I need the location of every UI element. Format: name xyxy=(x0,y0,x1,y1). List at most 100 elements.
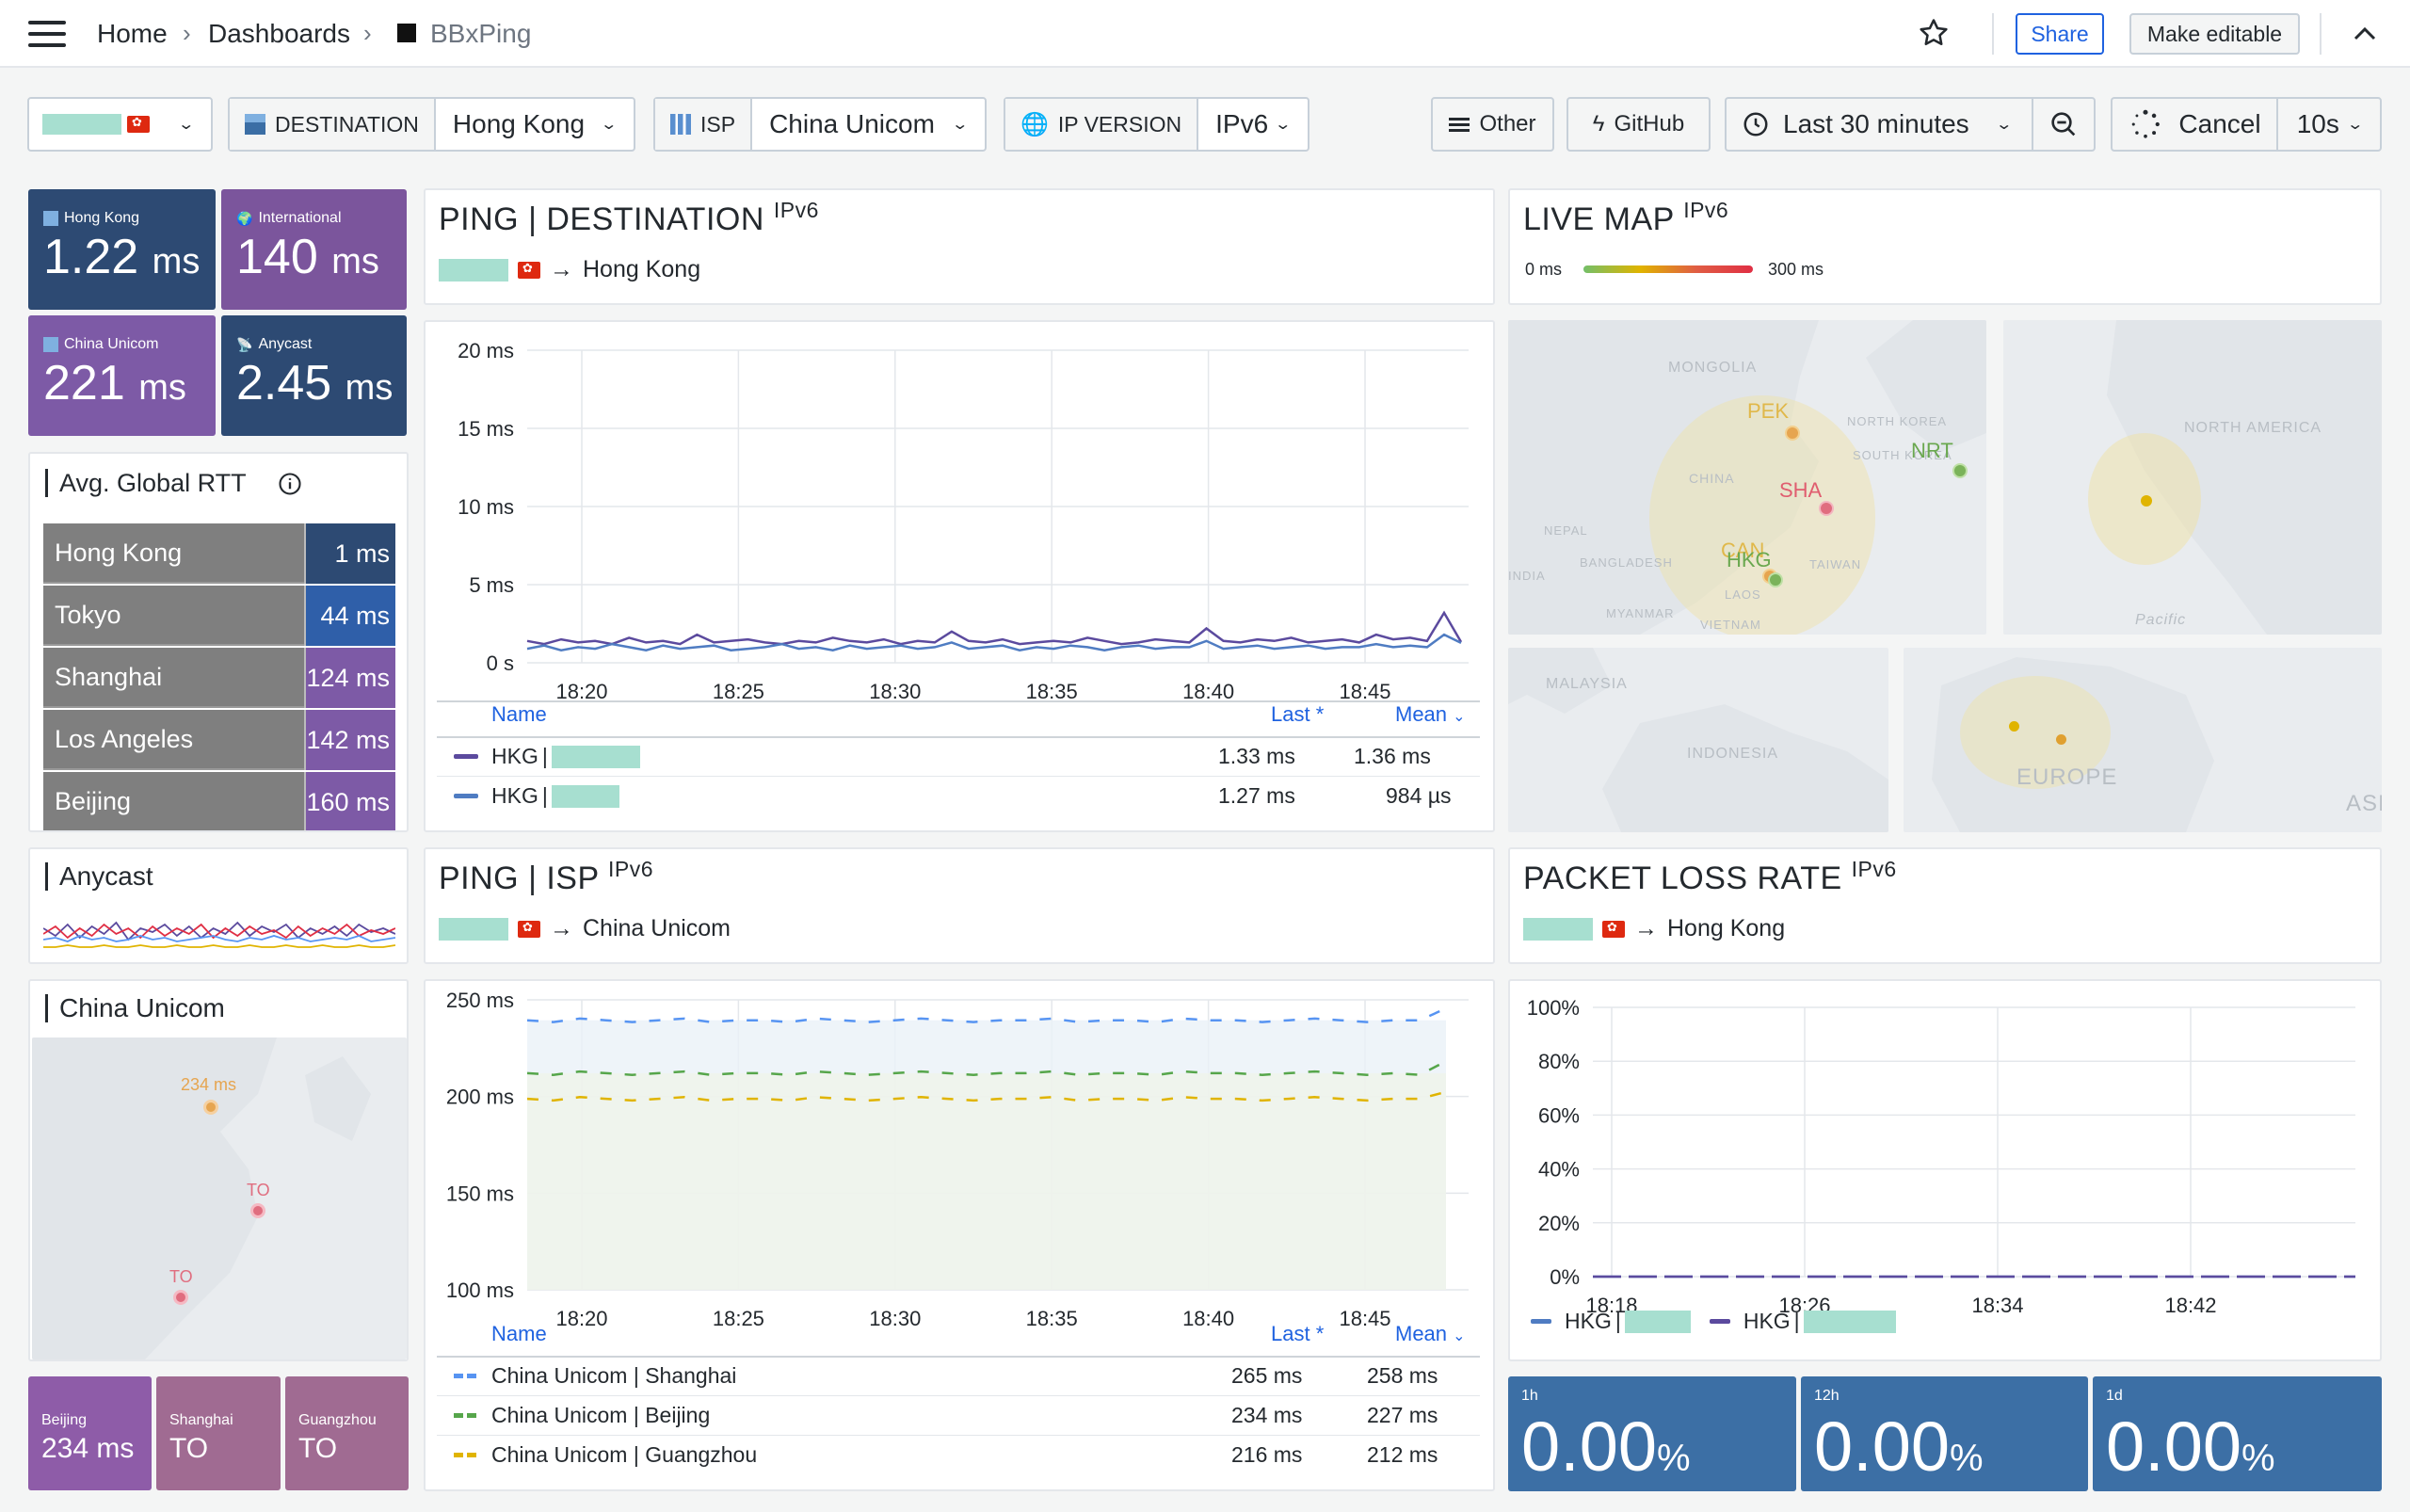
legend-row[interactable]: China Unicom | Beijing 234 ms 227 ms xyxy=(454,1403,1480,1428)
map-label: NEPAL xyxy=(1544,523,1588,538)
list-icon xyxy=(1449,115,1470,135)
stat-value: 140 xyxy=(236,230,318,284)
legend-name-header[interactable]: Name xyxy=(491,702,547,726)
map-east-asia[interactable]: MONGOLIA NORTH KOREA SOUTH KOREA CHINA N… xyxy=(1508,320,1986,635)
legend-row[interactable]: China Unicom | Guangzhou 216 ms 212 ms xyxy=(454,1442,1480,1468)
map-terrain xyxy=(1508,320,1986,635)
marker-pek[interactable] xyxy=(1785,426,1800,441)
map-label: Pacific xyxy=(2135,612,2187,628)
legend-last-header[interactable]: Last * xyxy=(1271,1322,1325,1345)
panel-title: China Unicom xyxy=(45,994,225,1022)
marker-europe-1[interactable] xyxy=(2009,721,2019,732)
hk-flag-icon xyxy=(518,261,540,279)
map-north-america[interactable]: NORTH AMERICA Pacific xyxy=(2003,320,2382,635)
stat-international[interactable]: 🌍 International 140 ms xyxy=(221,189,407,310)
series-line xyxy=(526,633,1462,651)
x-tick-label: 18:20 xyxy=(555,1307,607,1330)
refresh-interval-picker[interactable]: 10s ⌄ xyxy=(2276,97,2382,152)
divider xyxy=(437,1435,1480,1436)
packet-loss-chart[interactable]: 0%20%40%60%80%100%18:18 18:26 18:34 18:42 xyxy=(1510,981,2380,1359)
chevron-up-icon[interactable] xyxy=(2352,23,2378,45)
packet-loss-tile-1h[interactable]: 1h 0.00% xyxy=(1508,1376,1796,1491)
stat-anycast[interactable]: 📡 Anycast 2.45 ms xyxy=(221,315,407,436)
ping-destination-chart[interactable]: 0 s 5 ms 10 ms 15 ms 20 ms 18:20 18:25 18:30 18:… xyxy=(426,322,1493,830)
x-tick-label: 18:45 xyxy=(1339,680,1390,703)
redacted-block xyxy=(439,917,508,941)
make-editable-button[interactable]: Make editable xyxy=(2129,13,2300,55)
marker-hkg[interactable] xyxy=(1768,572,1783,587)
shanghai-marker[interactable] xyxy=(250,1203,265,1218)
arrow-right-icon: → xyxy=(1634,915,1658,941)
breadcrumb-dashboards[interactable]: Dashboards xyxy=(208,19,350,48)
map-label: SOUTH KOREA xyxy=(1853,448,1952,462)
map-label: INDIA xyxy=(1508,569,1546,583)
panel-title: PING | ISP IPv6 xyxy=(439,857,654,896)
map-terrain xyxy=(1508,648,1888,832)
isp-variable[interactable]: ISP China Unicom ⌄ xyxy=(653,97,987,152)
destination-variable[interactable]: DESTINATION Hong Kong ⌄ xyxy=(228,97,635,152)
star-icon[interactable] xyxy=(1918,17,1950,49)
y-tick-label: 20% xyxy=(1538,1212,1580,1235)
cancel-refresh-button[interactable]: Cancel xyxy=(2111,97,2278,152)
share-button[interactable]: Share xyxy=(2016,13,2104,55)
marker-los-angeles[interactable] xyxy=(2141,495,2152,507)
stat-value: 1.22 xyxy=(43,230,139,284)
packet-loss-tile-12h[interactable]: 12h 0.00% xyxy=(1801,1376,2088,1491)
ip-version-variable[interactable]: 🌐 IP VERSION IPv6 ⌄ xyxy=(1004,97,1309,152)
x-tick-label: 18:30 xyxy=(869,680,921,703)
ping-isp-chart[interactable]: 100 ms 150 ms 200 ms 250 ms 18:20 18:25 18:30 1… xyxy=(426,981,1493,1489)
ping-destination-chart-panel: 0 s 5 ms 10 ms 15 ms 20 ms 18:20 18:25 18:30 18:… xyxy=(424,320,1495,832)
x-tick-label: 18:45 xyxy=(1339,1307,1390,1330)
y-tick-label: 10 ms xyxy=(458,495,514,519)
x-tick-label: 18:42 xyxy=(2164,1294,2216,1317)
legend-row[interactable]: China Unicom | Shanghai 265 ms 258 ms xyxy=(454,1363,1480,1389)
legend-mean-header[interactable]: Mean ⌄ xyxy=(1395,702,1466,726)
beijing-marker[interactable] xyxy=(203,1100,218,1115)
unicom-tile-shanghai[interactable]: Shanghai TO xyxy=(156,1376,281,1490)
guangzhou-marker[interactable] xyxy=(173,1290,188,1305)
map-label: CHINA xyxy=(1689,471,1735,486)
isp-label: ISP xyxy=(655,99,753,150)
map-label: NORTH KOREA xyxy=(1847,414,1948,428)
city-icon xyxy=(245,114,265,135)
map-label-guangzhou: TO xyxy=(169,1267,193,1286)
ping-isp-chart-panel: 100 ms 150 ms 200 ms 250 ms 18:20 18:25 18:30 1… xyxy=(424,979,1495,1491)
city-label-hkg: HKG xyxy=(1727,548,1772,571)
china-map[interactable]: 234 ms TO TO xyxy=(32,1037,407,1359)
marker-europe-2[interactable] xyxy=(2056,734,2066,745)
marker-nrt[interactable] xyxy=(1952,463,1968,478)
legend-row[interactable]: HKG | 1.33 ms 1.36 ms xyxy=(454,744,1480,769)
info-icon[interactable] xyxy=(277,471,303,497)
arrow-right-icon: → xyxy=(550,256,573,282)
panel-title: PACKET LOSS RATE IPv6 xyxy=(1523,857,1897,896)
time-range-picker[interactable]: Last 30 minutes ⌄ xyxy=(1725,97,2033,152)
other-links-button[interactable]: Other xyxy=(1431,97,1554,152)
destination-value: Hong Kong xyxy=(452,109,586,138)
github-link-button[interactable]: ϟ GitHub xyxy=(1566,97,1711,152)
panel-title: Anycast xyxy=(45,862,153,891)
unicom-tile-beijing[interactable]: Beijing 234 ms xyxy=(28,1376,152,1490)
legend-row[interactable]: HKG | 1.27 ms 984 µs xyxy=(454,783,1480,809)
breadcrumb-home[interactable]: Home xyxy=(97,19,168,48)
y-tick-label: 60% xyxy=(1538,1103,1580,1127)
legend-row[interactable]: HKG | HKG | xyxy=(1531,1309,1896,1334)
menu-icon[interactable] xyxy=(28,21,66,49)
source-variable-select[interactable]: ⌄ xyxy=(27,97,213,152)
stat-hong-kong[interactable]: Hong Kong 1.22 ms xyxy=(28,189,216,310)
stat-china-unicom[interactable]: China Unicom 221 ms xyxy=(28,315,216,436)
map-europe[interactable]: EUROPE ASI xyxy=(1904,648,2382,832)
panel-title: PING | DESTINATION IPv6 xyxy=(439,198,819,237)
marker-sha[interactable] xyxy=(1819,501,1834,516)
top-navbar: Home › Dashboards › BBxPing Share Make e… xyxy=(0,0,2410,68)
anycast-panel: Anycast xyxy=(28,847,409,964)
legend-name-header[interactable]: Name xyxy=(491,1322,547,1345)
unicom-tile-guangzhou[interactable]: Guangzhou TO xyxy=(285,1376,409,1490)
legend-last-header[interactable]: Last * xyxy=(1271,702,1325,726)
packet-loss-tile-1d[interactable]: 1d 0.00% xyxy=(2093,1376,2382,1491)
map-label: MONGOLIA xyxy=(1668,360,1758,376)
destination-label: DESTINATION xyxy=(230,99,436,150)
series-line xyxy=(526,610,1463,646)
map-southeast-asia[interactable]: MALAYSIA INDONESIA xyxy=(1508,648,1888,832)
zoom-out-button[interactable] xyxy=(2032,97,2096,152)
legend-mean-header[interactable]: Mean ⌄ xyxy=(1395,1322,1466,1345)
